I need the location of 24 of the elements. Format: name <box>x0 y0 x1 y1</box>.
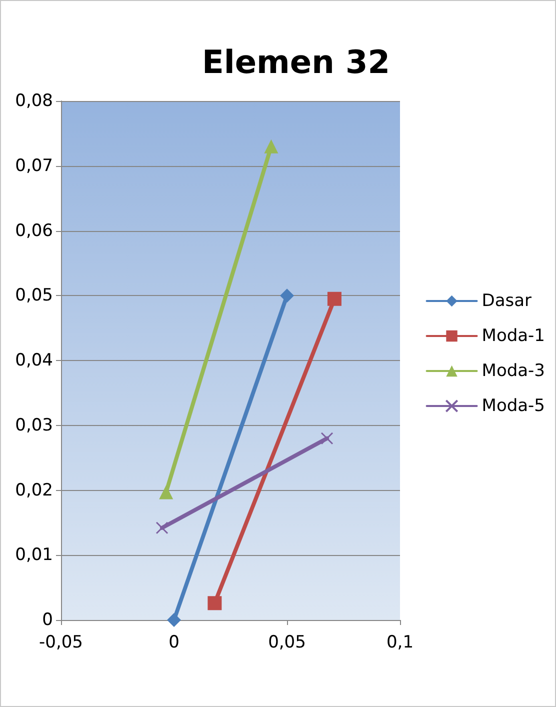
chart-title: Elemen 32 <box>202 43 390 81</box>
x-tick-label: 0,1 <box>386 632 414 652</box>
legend-label: Moda-3 <box>482 361 546 381</box>
y-tick-label: 0,02 <box>15 480 53 500</box>
x-tick-label: 0 <box>168 632 180 652</box>
point <box>327 292 342 306</box>
x-tick-label: 0,05 <box>268 632 306 652</box>
legend-label: Moda-5 <box>482 396 546 416</box>
y-tick-label: 0,07 <box>15 156 53 176</box>
y-tick-label: 0,06 <box>15 220 53 241</box>
y-tick-label: 0,05 <box>15 286 53 306</box>
point <box>280 288 294 303</box>
point <box>167 613 181 627</box>
x-tick-label: -0,05 <box>39 632 83 652</box>
point <box>208 596 222 610</box>
y-tick-label: 0,08 <box>15 91 53 111</box>
y-tick-label: 0,03 <box>15 415 53 436</box>
y-tick-label: 0,01 <box>15 545 53 566</box>
legend-label: Moda-1 <box>482 326 546 346</box>
y-tick-label: 0 <box>42 610 53 630</box>
y-tick-label: 0,04 <box>15 350 53 370</box>
legend-label: Dasar <box>482 291 532 311</box>
point <box>320 432 334 445</box>
point <box>156 522 168 534</box>
